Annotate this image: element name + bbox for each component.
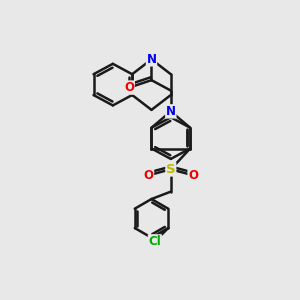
Text: N: N xyxy=(166,105,176,118)
Text: S: S xyxy=(166,163,175,176)
Text: O: O xyxy=(143,169,154,182)
Text: O: O xyxy=(124,81,134,94)
Text: O: O xyxy=(188,169,198,182)
Text: N: N xyxy=(146,53,157,66)
Text: Cl: Cl xyxy=(148,235,161,248)
